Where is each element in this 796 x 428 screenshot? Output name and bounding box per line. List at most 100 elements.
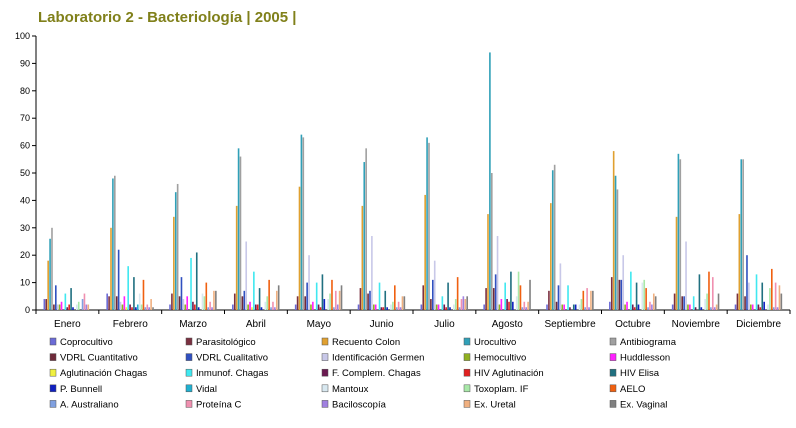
legend-label: P. Bunnell bbox=[60, 384, 102, 395]
bar bbox=[241, 296, 244, 310]
bar bbox=[77, 301, 80, 310]
x-tick-label: Agosto bbox=[492, 319, 524, 330]
bar bbox=[584, 307, 587, 310]
bar bbox=[588, 307, 590, 310]
bar bbox=[546, 304, 548, 310]
bar bbox=[420, 304, 423, 310]
bar bbox=[521, 307, 524, 310]
bar bbox=[494, 274, 497, 310]
bar bbox=[203, 296, 206, 310]
legend-label: Vidal bbox=[196, 384, 217, 395]
legend-item: Hemocultivo bbox=[463, 353, 526, 364]
legend-item: Recuento Colon bbox=[321, 337, 400, 348]
legend-item: Antibiograma bbox=[609, 337, 677, 348]
bar bbox=[466, 296, 468, 310]
legend-label: Inmunof. Chagas bbox=[196, 368, 269, 379]
bar bbox=[115, 296, 118, 310]
bar bbox=[485, 288, 487, 310]
legend-label: Hemocultivo bbox=[474, 353, 526, 364]
bar bbox=[72, 307, 74, 310]
legend-label: AELO bbox=[620, 384, 645, 395]
y-tick-label: 90 bbox=[20, 58, 30, 68]
bar bbox=[569, 307, 571, 310]
bar bbox=[215, 290, 217, 310]
bar bbox=[294, 304, 297, 310]
bar bbox=[117, 249, 120, 310]
bar bbox=[487, 214, 489, 310]
bar bbox=[298, 186, 301, 310]
legend-item: Ex. Vaginal bbox=[609, 399, 667, 410]
bar bbox=[184, 304, 187, 310]
bar bbox=[704, 299, 706, 310]
bar bbox=[428, 142, 430, 310]
bar bbox=[515, 296, 518, 310]
bar bbox=[713, 307, 716, 310]
bar bbox=[510, 271, 512, 310]
bar bbox=[759, 307, 762, 310]
legend-swatch bbox=[463, 337, 471, 346]
bar bbox=[195, 252, 198, 310]
bar bbox=[209, 301, 211, 310]
legend-swatch bbox=[49, 384, 57, 393]
legend-label: VDRL Cuantitativo bbox=[60, 353, 138, 364]
legend-label: Baciloscopía bbox=[332, 399, 387, 410]
legend-swatch bbox=[185, 368, 193, 377]
legend-swatch bbox=[321, 368, 329, 377]
bar bbox=[610, 277, 613, 310]
bar bbox=[652, 293, 655, 310]
bar bbox=[633, 307, 636, 310]
bar bbox=[369, 290, 371, 310]
bar bbox=[235, 205, 238, 310]
bar bbox=[618, 279, 621, 310]
bar bbox=[176, 183, 179, 310]
bar bbox=[76, 304, 78, 310]
bar bbox=[374, 304, 377, 310]
x-tick-label: Marzo bbox=[179, 319, 207, 330]
bar bbox=[736, 293, 739, 310]
legend-label: Ex. Uretal bbox=[474, 399, 516, 410]
bar bbox=[142, 279, 145, 310]
bar bbox=[567, 285, 569, 310]
bar bbox=[673, 293, 676, 310]
bar bbox=[523, 301, 526, 310]
bar bbox=[708, 271, 710, 310]
bar bbox=[201, 293, 204, 310]
legend-swatch bbox=[609, 337, 617, 346]
bar bbox=[186, 296, 189, 310]
bar bbox=[129, 304, 131, 310]
bar bbox=[268, 279, 270, 310]
x-tick-label: Diciembre bbox=[736, 319, 781, 330]
bar bbox=[56, 304, 59, 310]
x-tick-label: Octubre bbox=[615, 319, 651, 330]
bar bbox=[424, 194, 426, 310]
legend-label: Parasitológico bbox=[196, 337, 256, 348]
legend-swatch bbox=[185, 353, 193, 361]
bar bbox=[66, 307, 69, 310]
bar bbox=[359, 288, 362, 310]
legend: Coprocultivo Parasitológico Recuento Colon… bbox=[49, 337, 677, 410]
bar bbox=[432, 279, 434, 310]
bar bbox=[492, 288, 495, 310]
bar bbox=[81, 299, 84, 310]
bar bbox=[197, 307, 200, 310]
bar bbox=[774, 282, 777, 310]
y-tick-label: 60 bbox=[20, 141, 30, 151]
bar bbox=[426, 137, 428, 310]
legend-label: Mantoux bbox=[332, 384, 369, 395]
bar bbox=[205, 282, 208, 310]
x-tick-label: Febrero bbox=[113, 319, 148, 330]
bar bbox=[555, 301, 558, 310]
bar bbox=[272, 301, 274, 310]
bar bbox=[367, 293, 369, 310]
bar bbox=[329, 293, 331, 310]
bar bbox=[500, 299, 503, 310]
bar bbox=[119, 301, 122, 310]
bar bbox=[395, 307, 398, 310]
bar bbox=[68, 304, 70, 310]
bar bbox=[671, 304, 674, 310]
bar bbox=[498, 304, 501, 310]
bar bbox=[169, 304, 171, 310]
bar bbox=[380, 307, 383, 310]
bar bbox=[711, 277, 714, 310]
bar bbox=[296, 296, 299, 310]
